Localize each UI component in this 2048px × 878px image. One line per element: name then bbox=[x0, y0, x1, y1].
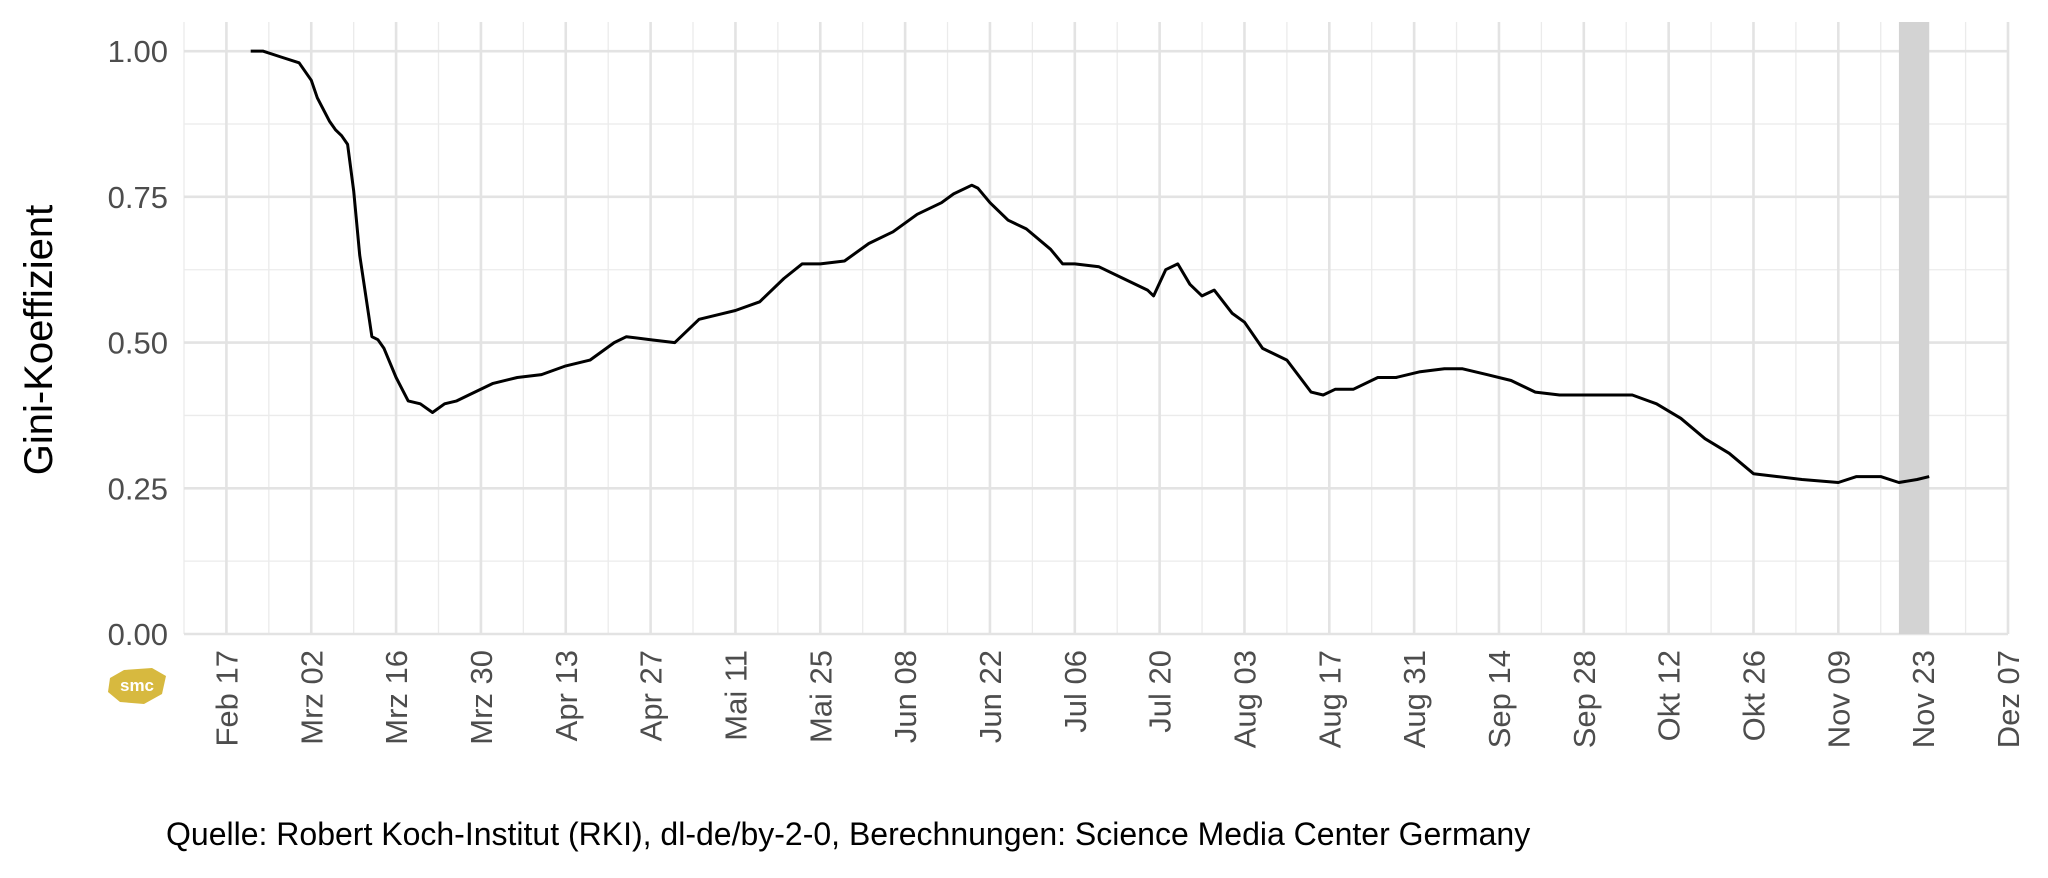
series-line bbox=[250, 49, 1930, 484]
x-tick-label: Jun 08 bbox=[888, 650, 923, 743]
x-tick-label: Mai 11 bbox=[718, 650, 753, 741]
x-tick-label: Jul 06 bbox=[1058, 650, 1093, 733]
y-axis-ticks: 0.00 0.25 0.50 0.75 1.00 bbox=[108, 34, 168, 652]
smc-logo: smc bbox=[104, 664, 170, 708]
x-tick-label: Mai 25 bbox=[803, 650, 838, 743]
x-tick-label: Feb 17 bbox=[209, 650, 244, 747]
x-tick-label: Jul 20 bbox=[1143, 650, 1178, 733]
y-tick-label: 0.75 bbox=[108, 180, 168, 215]
x-tick-label: Mrz 30 bbox=[464, 650, 499, 745]
x-tick-label: Apr 27 bbox=[634, 650, 669, 741]
logo-text: smc bbox=[120, 676, 154, 695]
x-tick-label: Mrz 02 bbox=[294, 650, 329, 745]
y-tick-label: 0.25 bbox=[108, 471, 168, 506]
y-tick-label: 0.00 bbox=[108, 617, 168, 652]
x-tick-label: Aug 17 bbox=[1312, 650, 1347, 748]
grid-lines bbox=[183, 22, 2010, 636]
x-tick-label: Mrz 16 bbox=[379, 650, 414, 745]
x-tick-label: Aug 03 bbox=[1227, 650, 1262, 748]
shaded-region bbox=[1898, 22, 1930, 634]
x-tick-label: Sep 28 bbox=[1567, 650, 1602, 748]
smc-logo-icon: smc bbox=[108, 668, 166, 704]
x-tick-label: Okt 12 bbox=[1652, 650, 1687, 741]
x-tick-label: Sep 14 bbox=[1482, 650, 1517, 748]
y-axis-label: Gini-Koeffizient bbox=[17, 205, 61, 476]
x-tick-label: Nov 23 bbox=[1906, 650, 1941, 748]
y-tick-label: 0.50 bbox=[108, 326, 168, 361]
source-caption: Quelle: Robert Koch-Institut (RKI), dl-d… bbox=[166, 816, 1531, 852]
x-tick-label: Nov 09 bbox=[1821, 650, 1856, 748]
x-axis-ticks: Feb 17 Mrz 02 Mrz 16 Mrz 30 Apr 13 Apr 27 Mai … bbox=[209, 650, 2026, 748]
x-tick-label: Okt 26 bbox=[1736, 650, 1771, 741]
x-tick-label: Dez 07 bbox=[1991, 650, 2026, 748]
x-tick-label: Apr 13 bbox=[549, 650, 584, 741]
x-tick-label: Jun 22 bbox=[973, 650, 1008, 743]
y-tick-label: 1.00 bbox=[108, 34, 168, 69]
x-tick-label: Aug 31 bbox=[1397, 650, 1432, 748]
